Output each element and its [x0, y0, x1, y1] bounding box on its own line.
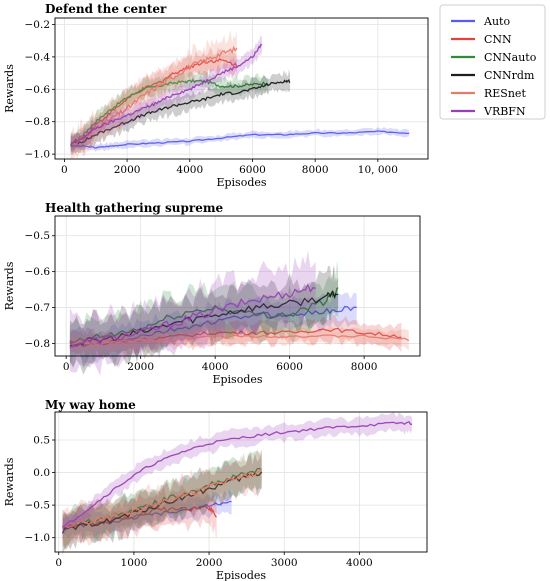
y-tick-label: −0.8 [25, 116, 51, 128]
line-auto [70, 130, 410, 149]
series-cnnrdm [69, 265, 339, 375]
chart-defend-the-center: 0 2000 4000 6000 8000 10, 000 −1.0 −0.8 −0.6 −0.4… [3, 17, 429, 189]
panel-title-my-way-home: My way home [45, 398, 136, 412]
band-cnn [69, 314, 402, 361]
plot-frame [54, 17, 429, 160]
legend: Auto CNN CNNauto CNNrdm RESnet VRBFN [439, 4, 546, 120]
series-auto [70, 127, 410, 152]
line-vrbfn [69, 283, 316, 348]
x-axis-label: Episodes [216, 176, 266, 189]
legend-entry-cnn: CNN [451, 33, 512, 46]
band-cnnrdm [69, 265, 339, 375]
chart-my-way-home: 0 1000 2000 3000 4000 −1.0 −0.5 0.0 0.5 Episodes R… [3, 411, 428, 581]
x-tick-label: 4000 [346, 557, 373, 569]
x-tick-label: 4000 [202, 361, 229, 373]
band-vrbfn [70, 34, 262, 154]
y-tick-label: 0.0 [33, 467, 50, 479]
band-auto [69, 292, 357, 368]
legend-label-resnet: RESnet [484, 87, 526, 100]
series-cnn [69, 314, 402, 361]
line-cnnauto [70, 78, 269, 145]
y-tick-label: −0.5 [25, 500, 51, 512]
x-tick-label: 6000 [239, 164, 266, 176]
band-cnn [62, 484, 217, 550]
y-tick-label: −0.7 [25, 302, 51, 314]
legend-entry-cnnauto: CNNauto [451, 51, 537, 64]
line-cnnrdm [69, 289, 339, 347]
y-axis-label: Rewards [3, 457, 16, 506]
legend-frame [439, 4, 546, 120]
line-vrbfn [70, 43, 263, 145]
series-vrbfn [70, 34, 263, 154]
x-tick-label: 0 [63, 361, 70, 373]
x-tick-label: 0 [55, 557, 62, 569]
y-axis-label: Rewards [3, 64, 16, 113]
band-cnn [70, 47, 237, 157]
y-axis-label: Rewards [3, 261, 16, 310]
x-tick-label: 0 [61, 164, 68, 176]
plot-frame [54, 215, 421, 357]
series-vrbfn [62, 411, 413, 535]
line-cnn [69, 327, 402, 347]
x-axis-label: Episodes [216, 569, 266, 581]
legend-entry-resnet: RESnet [451, 87, 526, 100]
line-vrbfn [62, 421, 413, 528]
y-tick-label: −0.2 [25, 19, 51, 31]
y-tick-label: −0.4 [25, 51, 51, 63]
x-axis-label: Episodes [212, 373, 262, 386]
y-tick-label: −0.5 [25, 230, 51, 242]
band-cnnrdm [70, 69, 291, 154]
panel-title-defend-the-center: Defend the center [45, 2, 167, 16]
legend-entry-vrbfn: VRBFN [451, 105, 526, 118]
legend-label-auto: Auto [483, 15, 510, 28]
y-tick-label: −0.6 [25, 84, 51, 96]
line-resnet [62, 468, 263, 529]
x-tick-label: 3000 [271, 557, 298, 569]
legend-entry-cnnrdm: CNNrdm [451, 69, 535, 82]
series-cnnauto [69, 260, 339, 369]
x-tick-label: 8000 [351, 361, 378, 373]
x-tick-label: 2000 [127, 361, 154, 373]
y-tick-label: −1.0 [25, 149, 51, 161]
band-resnet [62, 448, 262, 547]
legend-label-cnnrdm: CNNrdm [484, 69, 535, 82]
series-cnnauto [70, 69, 269, 154]
band-resnet [69, 325, 409, 354]
y-tick-label: −1.0 [25, 532, 51, 544]
x-tick-label: 8000 [302, 164, 329, 176]
band-cnnauto [70, 69, 269, 154]
legend-label-cnn: CNN [484, 33, 512, 46]
series-resnet [62, 448, 263, 547]
plot-frame [54, 411, 428, 553]
legend-label-vrbfn: VRBFN [483, 105, 526, 118]
band-cnnauto [69, 260, 339, 369]
y-tick-label: −0.8 [25, 338, 51, 350]
line-cnnauto [69, 287, 339, 344]
line-resnet [69, 334, 410, 345]
chart-health-gathering-supreme: 0 2000 4000 6000 8000 −0.8 −0.7 −0.6 −0.5 Episode… [3, 215, 421, 386]
legend-label-cnnauto: CNNauto [484, 51, 537, 64]
y-tick-label: −0.6 [25, 266, 51, 278]
series-resnet [69, 325, 410, 354]
x-tick-label: 10, 000 [358, 164, 398, 176]
series-cnnrdm [70, 69, 291, 154]
x-tick-label: 6000 [276, 361, 303, 373]
line-cnnrdm [70, 78, 291, 146]
y-tick-label: 0.5 [33, 435, 50, 447]
legend-entry-auto: Auto [451, 15, 510, 28]
x-tick-label: 2000 [114, 164, 141, 176]
x-tick-label: 4000 [176, 164, 203, 176]
panel-title-health-gathering-supreme: Health gathering supreme [45, 201, 224, 215]
x-tick-label: 2000 [196, 557, 223, 569]
series-vrbfn [69, 250, 316, 376]
x-tick-label: 1000 [121, 557, 148, 569]
